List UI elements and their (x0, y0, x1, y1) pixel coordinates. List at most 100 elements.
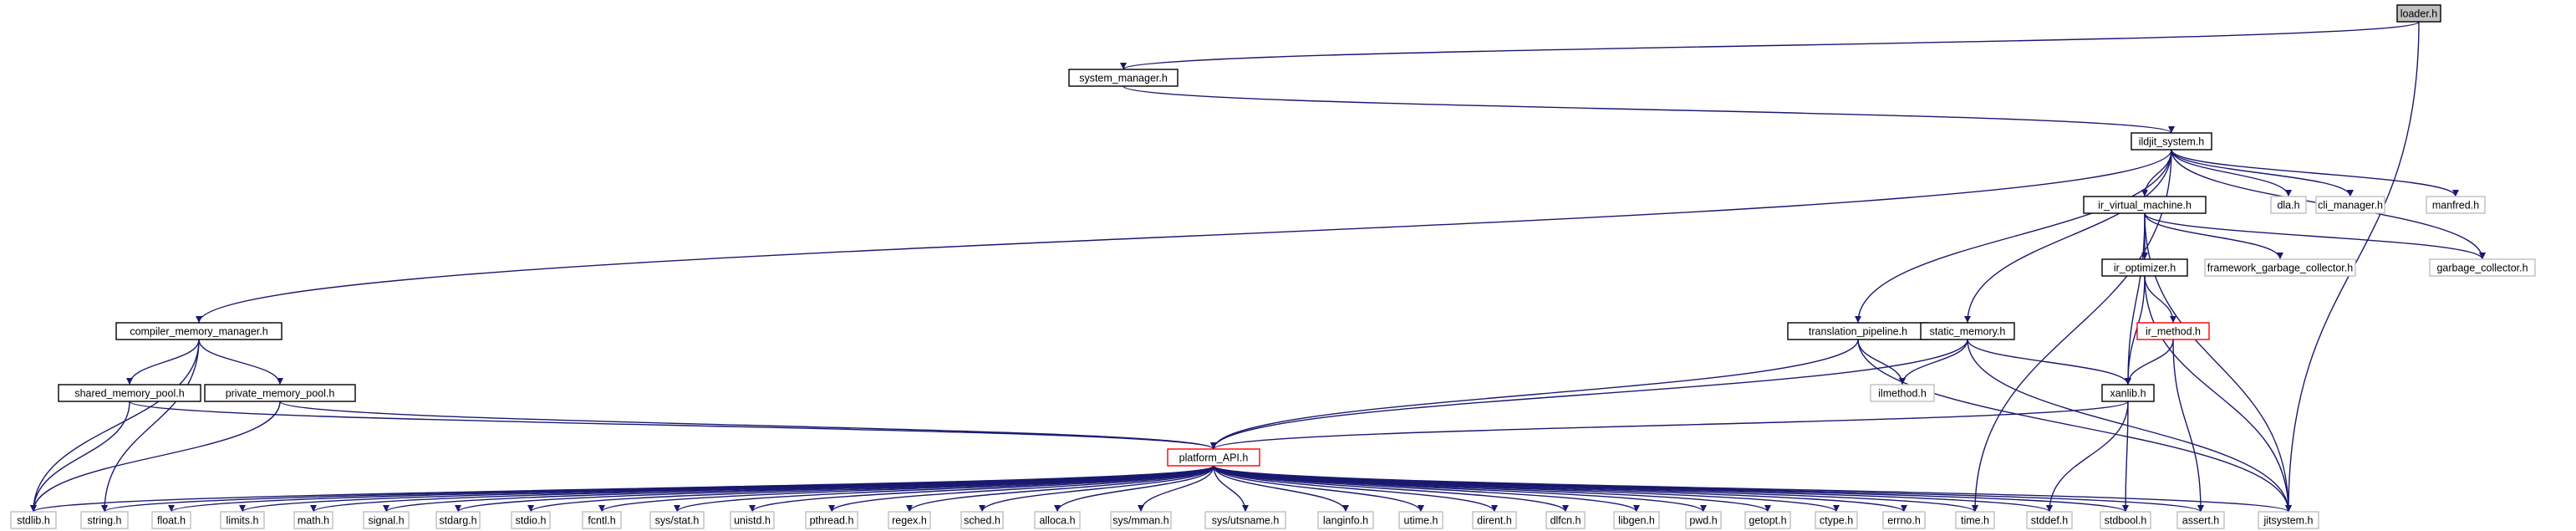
node-box (115, 322, 283, 340)
edge-ir-method-h-to-xanlib-h (2125, 339, 2174, 385)
node-translation-pipeline-h[interactable]: translation_pipeline.h (1787, 322, 1929, 340)
node-box (730, 511, 775, 529)
node-label: signal.h (368, 515, 404, 527)
edge-platform-api-h-to-assert-h (1213, 465, 2204, 513)
node-label: float.h (157, 515, 186, 527)
edge-platform-api-h-to-jitsystem-h (1213, 465, 2292, 513)
node-label: ir_virtual_machine.h (2098, 200, 2192, 212)
node-xanlib-h[interactable]: xanlib.h (2101, 384, 2155, 402)
node-limits-h: limits.h (220, 511, 265, 529)
node-compiler-memory-manager-h[interactable]: compiler_memory_manager.h (115, 322, 283, 340)
edge-ir-virtual-machine-h-to-garbage-collector-h (2144, 212, 2486, 260)
node-signal-h: signal.h (363, 511, 410, 529)
node-label: stdio.h (516, 515, 547, 527)
node-box (1870, 384, 1935, 402)
node-alloca-h: alloca.h (1034, 511, 1081, 529)
node-box (363, 511, 410, 529)
node-sched-h: sched.h (960, 511, 1004, 529)
edge-translation-pipeline-h-to-platform-api-h (1210, 339, 1859, 450)
node-stdarg-h: stdarg.h (435, 511, 481, 529)
node-static-memory-h[interactable]: static_memory.h (1920, 322, 2015, 340)
edge-platform-api-h-to-utime-h (1213, 465, 1424, 513)
node-label: string.h (88, 515, 122, 527)
node-system-manager-h[interactable]: system_manager.h (1068, 69, 1179, 87)
edge-ir-optimizer-h-to-ir-method-h (2144, 275, 2176, 324)
edge-ildjit-system-h-to-translation-pipeline-h (1855, 149, 2172, 324)
node-box (1317, 511, 1374, 529)
edge-platform-api-h-to-libgen-h (1213, 465, 1640, 513)
node-loader-h: loader.h (2396, 4, 2441, 23)
edge-platform-api-h-to-unistd-h (749, 465, 1214, 513)
node-label: framework_garbage_collector.h (2207, 263, 2353, 274)
edge-platform-api-h-to-sys-utsname-h (1213, 465, 1249, 513)
edge-ir-virtual-machine-h-to-framework-garbage-collector-h (2144, 212, 2283, 260)
edge-ir-virtual-machine-h-to-xanlib-h (2125, 212, 2146, 385)
edge-ir-virtual-machine-h-to-jitsystem-h (2144, 212, 2292, 513)
node-box (1955, 511, 1995, 529)
edge-shared-memory-pool-h-to-platform-api-h (129, 401, 1217, 450)
node-ctype-h: ctype.h (1815, 511, 1858, 529)
edge-system-manager-h-to-ildjit-system-h (1123, 85, 2175, 134)
node-libgen-h: libgen.h (1613, 511, 1660, 529)
node-errno-h: errno.h (1882, 511, 1926, 529)
node-box (2426, 196, 2486, 214)
node-label: dla.h (2277, 200, 2299, 212)
node-label: translation_pipeline.h (1809, 326, 1907, 338)
node-ir-optimizer-h[interactable]: ir_optimizer.h (2101, 258, 2188, 277)
node-label: stdbool.h (2105, 515, 2147, 527)
node-box (2101, 384, 2155, 402)
node-label: fcntl.h (588, 515, 615, 527)
node-shared-memory-pool-h[interactable]: shared_memory_pool.h (58, 384, 201, 402)
node-platform-api-h[interactable]: platform_API.h (1167, 448, 1260, 467)
node-box (1815, 511, 1858, 529)
node-box (2429, 258, 2536, 277)
node-box (293, 511, 333, 529)
edge-xanlib-h-to-stddef-h (2046, 401, 2129, 513)
node-box (2101, 258, 2188, 277)
node-label: math.h (298, 515, 329, 527)
node-ir-method-h[interactable]: ir_method.h (2136, 322, 2210, 340)
edge-xanlib-h-to-stdbool-h (2122, 401, 2130, 513)
node-label: xanlib.h (2110, 388, 2146, 400)
edge-translation-pipeline-h-to-jitsystem-h (1857, 339, 2292, 513)
node-label: static_memory.h (1930, 326, 2006, 338)
node-private-memory-pool-h[interactable]: private_memory_pool.h (204, 384, 356, 402)
node-box (649, 511, 705, 529)
edge-ildjit-system-h-to-static-memory-h (1964, 149, 2172, 324)
node-label: regex.h (892, 515, 927, 527)
node-label: platform_API.h (1179, 452, 1249, 464)
edge-static-memory-h-to-platform-api-h (1210, 339, 1968, 450)
node-label: utime.h (1404, 515, 1438, 527)
node-box (1034, 511, 1081, 529)
node-box (511, 511, 551, 529)
edge-ildjit-system-h-to-cli-manager-h (2171, 149, 2354, 197)
node-label: cli_manager.h (2318, 200, 2383, 212)
node-box (1068, 69, 1179, 87)
node-box (1882, 511, 1926, 529)
node-string-h: string.h (80, 511, 129, 529)
node-ilmethod-h: ilmethod.h (1870, 384, 1935, 402)
node-ildjit-system-h[interactable]: ildjit_system.h (2131, 132, 2212, 151)
node-jitsystem-h: jitsystem.h (2258, 511, 2319, 529)
node-label: alloca.h (1039, 515, 1075, 527)
node-label: sched.h (964, 515, 1000, 527)
edge-compiler-memory-manager-h-to-string-h (101, 339, 200, 513)
edge-platform-api-h-to-alloca-h (1054, 465, 1214, 513)
node-unistd-h: unistd.h (730, 511, 775, 529)
node-sys-utsname-h: sys/utsname.h (1204, 511, 1286, 529)
node-label: shared_memory_pool.h (74, 388, 184, 400)
node-label: errno.h (1887, 515, 1921, 527)
edge-ir-optimizer-h-to-jitsystem-h (2144, 275, 2292, 513)
edge-compiler-memory-manager-h-to-private-memory-pool-h (198, 339, 283, 385)
node-box (2131, 132, 2212, 151)
node-box (1167, 448, 1260, 467)
edge-platform-api-h-to-stddef-h (1213, 465, 2053, 513)
node-ir-virtual-machine-h[interactable]: ir_virtual_machine.h (2083, 196, 2207, 214)
node-float-h: float.h (151, 511, 191, 529)
node-box (582, 511, 622, 529)
node-label: pthread.h (810, 515, 854, 527)
edge-translation-pipeline-h-to-ilmethod-h (1857, 339, 1906, 385)
node-box (2176, 511, 2225, 529)
node-label: ildjit_system.h (2139, 136, 2205, 148)
node-label: sys/stat.h (655, 515, 700, 527)
